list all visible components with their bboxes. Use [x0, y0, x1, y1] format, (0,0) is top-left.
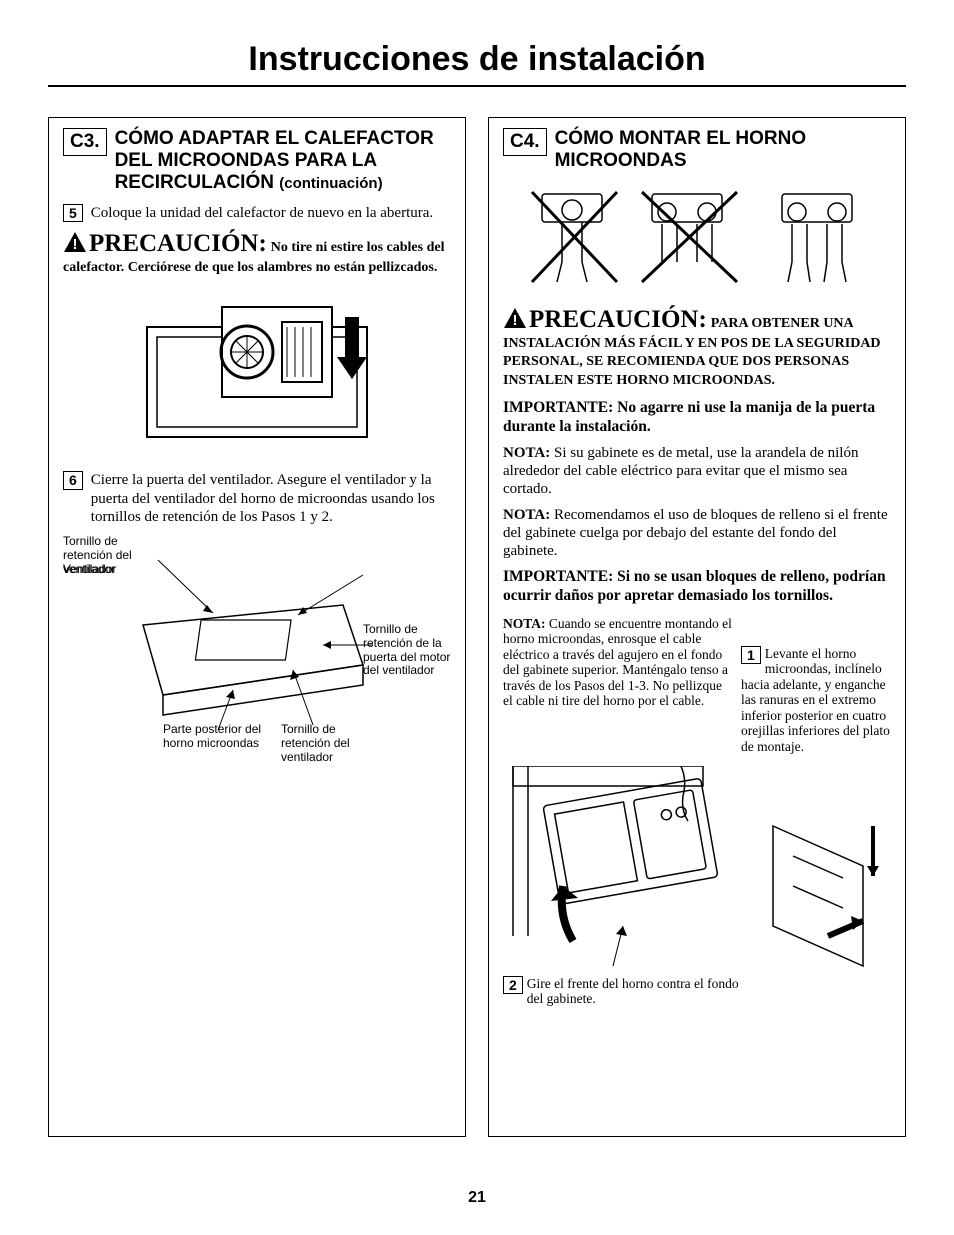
- step-1: 1 Levante el horno microondas, inclínelo…: [741, 646, 891, 755]
- warning-icon: !: [503, 307, 527, 334]
- step-6: 6 Cierre la puerta del ventilador. Asegu…: [63, 471, 451, 527]
- people-figure: [517, 182, 877, 292]
- step-2: 2 Gire el frente del horno contra el fon…: [503, 976, 753, 1007]
- label-d: Parte posterior del horno microondas: [163, 723, 263, 751]
- section-c4-head: C4. CÓMO MONTAR EL HORNO MICROONDAS: [503, 128, 891, 172]
- heading-c3-text: CÓMO ADAPTAR EL CALEFACTOR DEL MICROONDA…: [115, 128, 434, 193]
- label-c: Tornillo de retención de la puerta del m…: [363, 623, 458, 678]
- title-underline: [48, 85, 906, 87]
- page-number: 21: [0, 1189, 954, 1207]
- nota-1-text: Si su gabinete es de metal, use la arand…: [503, 445, 858, 497]
- section-c3-head: C3. CÓMO ADAPTAR EL CALEFACTOR DEL MICRO…: [63, 128, 451, 194]
- svg-text:!: !: [513, 312, 518, 329]
- heading-c3: CÓMO ADAPTAR EL CALEFACTOR DEL MICROONDA…: [115, 128, 451, 194]
- nota-2: NOTA: Recomendamos el uso de bloques de …: [503, 506, 891, 560]
- label-b: Ventilador: [63, 563, 116, 577]
- caution-right: ! PRECAUCIÓN: PARA OBTENER UNA INSTALACI…: [503, 306, 891, 390]
- code-c3: C3.: [63, 128, 107, 156]
- nota-1: NOTA: Si su gabinete es de metal, use la…: [503, 444, 891, 498]
- step-2-text: Gire el frente del horno contra el fondo…: [527, 976, 739, 1007]
- step-6-num: 6: [63, 471, 83, 490]
- labeled-diagram: Tornillo de retención del ventilador Ven…: [63, 535, 451, 765]
- nota-3-label: NOTA:: [503, 616, 546, 631]
- svg-text:!: !: [73, 236, 78, 253]
- blower-figure: [127, 287, 387, 457]
- step-1-num: 1: [741, 646, 761, 665]
- right-column: C4. CÓMO MONTAR EL HORNO MICROONDAS: [488, 117, 906, 1137]
- mounting-figure-area: NOTA: Cuando se encuentre montando el ho…: [503, 616, 891, 1036]
- caution-left: ! PRECAUCIÓN: No tire ni estire los cabl…: [63, 230, 451, 277]
- caution-word-right: PRECAUCIÓN:: [529, 306, 707, 333]
- nota-3: NOTA: Cuando se encuentre montando el ho…: [503, 616, 733, 709]
- heading-c4: CÓMO MONTAR EL HORNO MICROONDAS: [555, 128, 891, 172]
- important-2: IMPORTANTE: Si no se usan bloques de rel…: [503, 568, 891, 605]
- code-c4: C4.: [503, 128, 547, 156]
- nota-1-label: NOTA:: [503, 445, 550, 461]
- step-5-text: Coloque la unidad del calefactor de nuev…: [91, 204, 433, 223]
- heading-c3-cont: (continuación): [279, 175, 382, 192]
- nota-2-text: Recomendamos el uso de bloques de rellen…: [503, 507, 888, 559]
- caution-word-left: PRECAUCIÓN:: [89, 230, 267, 257]
- step-1-text: Levante el horno microondas, inclínelo h…: [741, 646, 890, 754]
- page-title: Instrucciones de instalación: [48, 40, 906, 79]
- label-e: Tornillo de retención del ventilador: [281, 723, 371, 764]
- step-2-num: 2: [503, 976, 523, 995]
- step-6-text: Cierre la puerta del ventilador. Asegure…: [91, 471, 451, 527]
- warning-icon: !: [63, 231, 87, 258]
- left-column: C3. CÓMO ADAPTAR EL CALEFACTOR DEL MICRO…: [48, 117, 466, 1137]
- important-1: IMPORTANTE: No agarre ni use la manija d…: [503, 399, 891, 436]
- step-5: 5 Coloque la unidad del calefactor de nu…: [63, 204, 451, 223]
- step-5-num: 5: [63, 204, 83, 223]
- nota-2-label: NOTA:: [503, 507, 550, 523]
- columns: C3. CÓMO ADAPTAR EL CALEFACTOR DEL MICRO…: [48, 117, 906, 1137]
